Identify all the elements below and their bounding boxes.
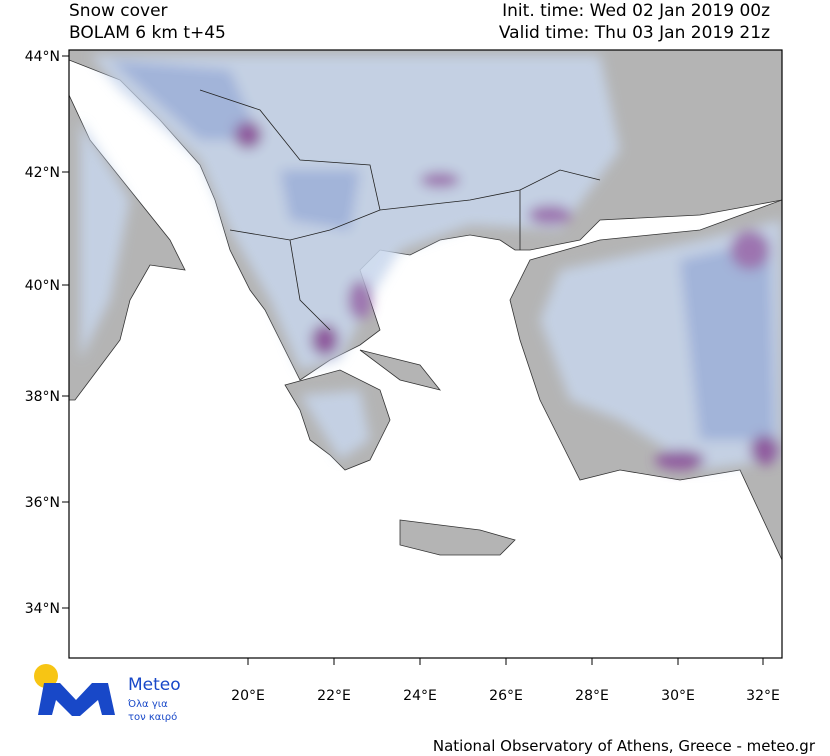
- snow-cover: [80, 55, 782, 470]
- borders: [199, 89, 601, 331]
- lon-tick-label: 30°E: [661, 688, 695, 704]
- logo-sun: [34, 664, 58, 688]
- frame: [68, 49, 783, 659]
- model: BOLAM 6 km t+45: [69, 23, 226, 43]
- logo-mark: [38, 683, 115, 716]
- title: Snow cover: [69, 1, 168, 21]
- map-area: [69, 50, 782, 658]
- footer: National Observatory of Athens, Greece -…: [433, 737, 816, 755]
- logo-tagline: Όλα για: [127, 698, 168, 710]
- lon-tick-label: 26°E: [489, 688, 523, 704]
- logo-name: Meteo: [128, 675, 181, 695]
- valid-time: Valid time: Thu 03 Jan 2019 21z: [499, 23, 770, 43]
- logo-tagline: τον καιρό: [128, 711, 177, 723]
- lon-tick-label: 32°E: [746, 688, 780, 704]
- lat-tick-label: 44°N: [25, 49, 60, 65]
- lon-tick-label: 28°E: [575, 688, 609, 704]
- lat-tick-label: 40°N: [25, 278, 60, 294]
- logo: Meteo Όλα για τον καιρό: [34, 664, 181, 723]
- lon-tick-label: 20°E: [231, 688, 265, 704]
- lat-tick-label: 36°N: [25, 495, 60, 511]
- init-time: Init. time: Wed 02 Jan 2019 00z: [502, 1, 770, 21]
- lon-tick-label: 22°E: [317, 688, 351, 704]
- lon-tick-label: 24°E: [403, 688, 437, 704]
- ticks: 44°N 42°N 40°N 38°N 36°N 34°N 20°E 22°E 24°E 26°E…: [25, 49, 780, 704]
- lat-tick-label: 38°N: [25, 389, 60, 405]
- lat-tick-label: 42°N: [25, 165, 60, 181]
- lat-tick-label: 34°N: [25, 601, 60, 617]
